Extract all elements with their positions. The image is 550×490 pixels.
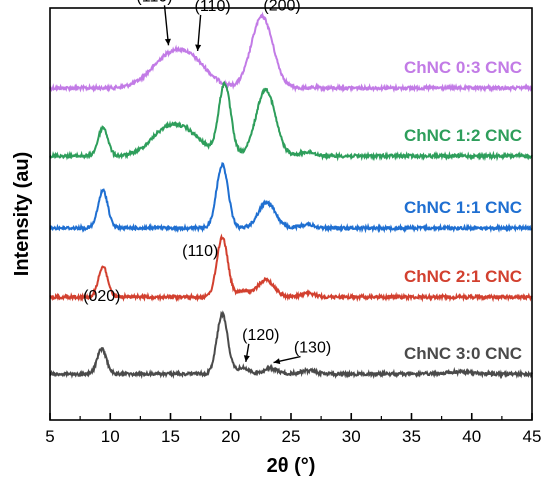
series-line-chnc-2-1-cnc bbox=[49, 233, 533, 303]
x-tick-label: 45 bbox=[523, 427, 542, 446]
y-axis-label: Intensity (au) bbox=[11, 152, 33, 276]
series-label: ChNC 3:0 CNC bbox=[404, 344, 522, 363]
x-tick-label: 30 bbox=[342, 427, 361, 446]
series-line-chnc-1-2-cnc bbox=[49, 80, 533, 162]
series-label: ChNC 1:2 CNC bbox=[404, 126, 522, 145]
x-axis-label: 2θ (°) bbox=[267, 455, 316, 477]
annotation-arrowhead bbox=[195, 44, 202, 51]
series-label: ChNC 1:1 CNC bbox=[404, 198, 522, 217]
series-line-chnc-3-0-cnc bbox=[49, 310, 533, 380]
x-tick-label: 5 bbox=[45, 427, 54, 446]
x-tick-label: 20 bbox=[221, 427, 240, 446]
x-tick-label: 25 bbox=[282, 427, 301, 446]
series-label: ChNC 0:3 CNC bbox=[404, 58, 522, 77]
peak-annotation: (120) bbox=[242, 327, 279, 344]
annotation-arrowhead bbox=[164, 38, 171, 46]
peak-annotation: (020) bbox=[83, 288, 120, 305]
x-tick-label: 10 bbox=[101, 427, 120, 446]
x-tick-label: 40 bbox=[462, 427, 481, 446]
peak-annotation: (130) bbox=[294, 340, 331, 357]
annotation-arrowhead bbox=[273, 358, 281, 365]
peak-annotation: (110) bbox=[136, 0, 172, 5]
annotation-arrowhead bbox=[243, 355, 250, 362]
annotation-arrow bbox=[163, 5, 170, 46]
x-axis-ticks: 5 10 15 20 25 30 35 40 45 bbox=[45, 413, 541, 446]
curves-layer bbox=[49, 11, 533, 380]
x-tick-label: 35 bbox=[402, 427, 421, 446]
annotations-layer: (020)(110)(120)(130)(110)(110)(200) bbox=[83, 0, 331, 365]
x-tick-label: 15 bbox=[161, 427, 180, 446]
series-label: ChNC 2:1 CNC bbox=[404, 267, 522, 286]
peak-annotation: (110) bbox=[182, 243, 218, 260]
series-labels-layer: ChNC 0:3 CNC ChNC 1:2 CNC ChNC 1:1 CNC ChNC… bbox=[404, 58, 522, 363]
series-line-chnc-0-3-cnc bbox=[49, 11, 533, 93]
series-line-chnc-1-1-cnc bbox=[49, 162, 533, 234]
